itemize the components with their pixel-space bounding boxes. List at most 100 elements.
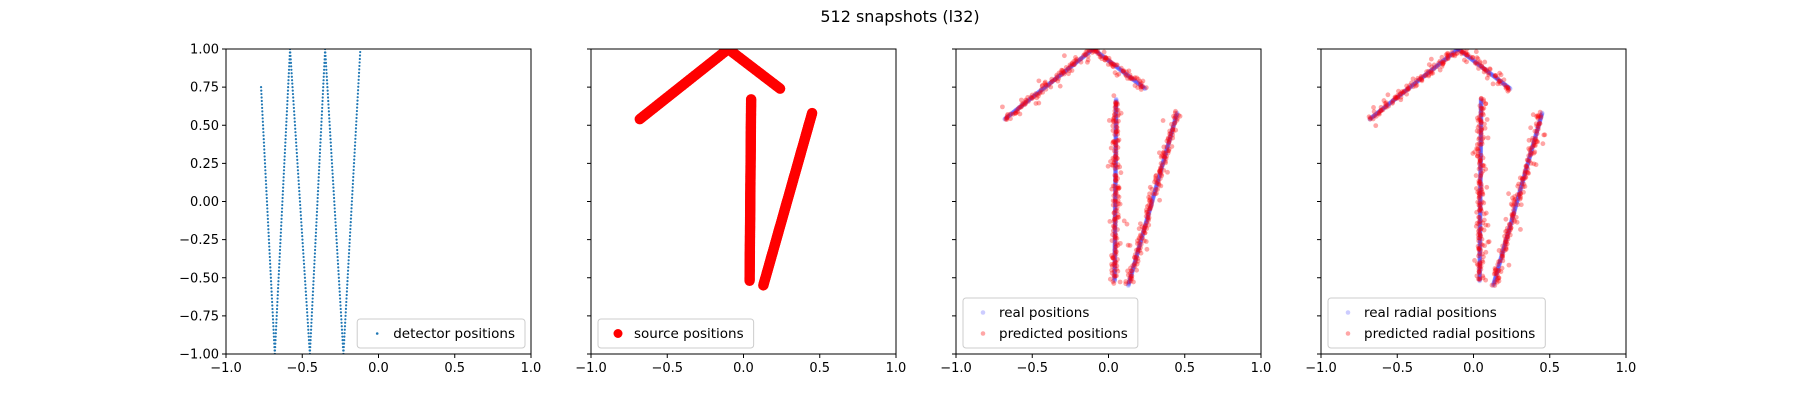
point: [1056, 70, 1062, 76]
point: [1141, 84, 1146, 90]
point: [1481, 200, 1487, 206]
point: [339, 304, 342, 307]
point: [1478, 156, 1484, 162]
point: [1132, 255, 1138, 261]
point: [1113, 104, 1119, 110]
point: [328, 124, 331, 127]
point: [1113, 157, 1119, 163]
point: [1510, 214, 1516, 220]
point: [1058, 70, 1064, 76]
point: [1525, 170, 1531, 176]
point: [1503, 239, 1509, 244]
point: [1494, 269, 1500, 275]
point: [1112, 139, 1117, 144]
point: [1111, 210, 1117, 215]
point: [1492, 277, 1498, 283]
point: [1113, 273, 1118, 279]
point: [1039, 83, 1045, 89]
point: [269, 280, 273, 283]
point: [350, 200, 354, 203]
point: [1051, 77, 1057, 83]
point: [1502, 82, 1508, 88]
point: [1460, 49, 1465, 55]
point: [285, 110, 289, 113]
point: [1479, 139, 1485, 145]
point: [1112, 112, 1117, 117]
point: [1157, 169, 1163, 175]
point: [268, 245, 271, 248]
point: [1115, 113, 1121, 119]
point: [1142, 222, 1148, 228]
point: [1044, 83, 1049, 89]
point: [1478, 131, 1484, 137]
point: [334, 228, 338, 231]
point: [1496, 262, 1502, 268]
point: [304, 293, 308, 297]
point: [1113, 103, 1119, 109]
point: [1478, 138, 1484, 144]
point: [1464, 52, 1470, 58]
point: [1508, 201, 1514, 207]
point: [349, 231, 352, 234]
point: [1141, 228, 1147, 233]
point: [1455, 49, 1461, 52]
point: [1165, 142, 1171, 148]
point: [1158, 168, 1164, 174]
point: [316, 200, 319, 203]
x-tick-label: −0.5: [286, 361, 318, 376]
point: [1462, 51, 1468, 57]
point: [1116, 112, 1121, 117]
point: [1475, 56, 1481, 62]
point: [1493, 75, 1499, 80]
point: [1163, 149, 1169, 155]
point: [1159, 165, 1164, 171]
point: [278, 248, 282, 252]
point: [1112, 191, 1118, 197]
point: [1106, 118, 1112, 123]
point: [279, 241, 282, 245]
point: [1150, 197, 1155, 203]
point: [1478, 118, 1484, 124]
x-tick-label: −0.5: [1381, 361, 1413, 376]
point: [1113, 177, 1119, 183]
point: [322, 72, 326, 75]
point: [1172, 120, 1178, 126]
point: [282, 176, 285, 179]
point: [1474, 186, 1479, 191]
point: [1477, 266, 1483, 272]
point: [332, 193, 335, 196]
point: [1115, 162, 1121, 168]
point: [343, 325, 347, 328]
point: [1459, 49, 1465, 54]
point: [1457, 49, 1463, 53]
point: [1512, 205, 1518, 211]
point: [1478, 169, 1483, 174]
point: [1506, 227, 1512, 233]
point: [1113, 151, 1119, 156]
point: [1124, 69, 1129, 75]
point: [1522, 176, 1527, 182]
point: [1477, 262, 1483, 268]
point: [1477, 214, 1483, 220]
point: [1134, 75, 1140, 81]
point: [1487, 67, 1493, 72]
point: [287, 82, 290, 85]
point: [1110, 155, 1116, 161]
point: [1478, 137, 1484, 143]
point: [1477, 232, 1483, 238]
point: [305, 307, 309, 311]
point: [1534, 113, 1540, 119]
point: [1174, 116, 1180, 122]
point: [1113, 140, 1119, 146]
point: [1114, 205, 1120, 210]
point: [1484, 75, 1490, 81]
point: [1511, 217, 1517, 222]
y-tick-label: 0.25: [190, 157, 219, 172]
point: [1153, 176, 1159, 181]
legend-label: predicted radial positions: [1364, 326, 1535, 342]
point: [1478, 131, 1484, 137]
point: [1476, 215, 1482, 220]
point: [1437, 58, 1443, 64]
point: [1145, 213, 1151, 219]
point: [1113, 156, 1119, 162]
